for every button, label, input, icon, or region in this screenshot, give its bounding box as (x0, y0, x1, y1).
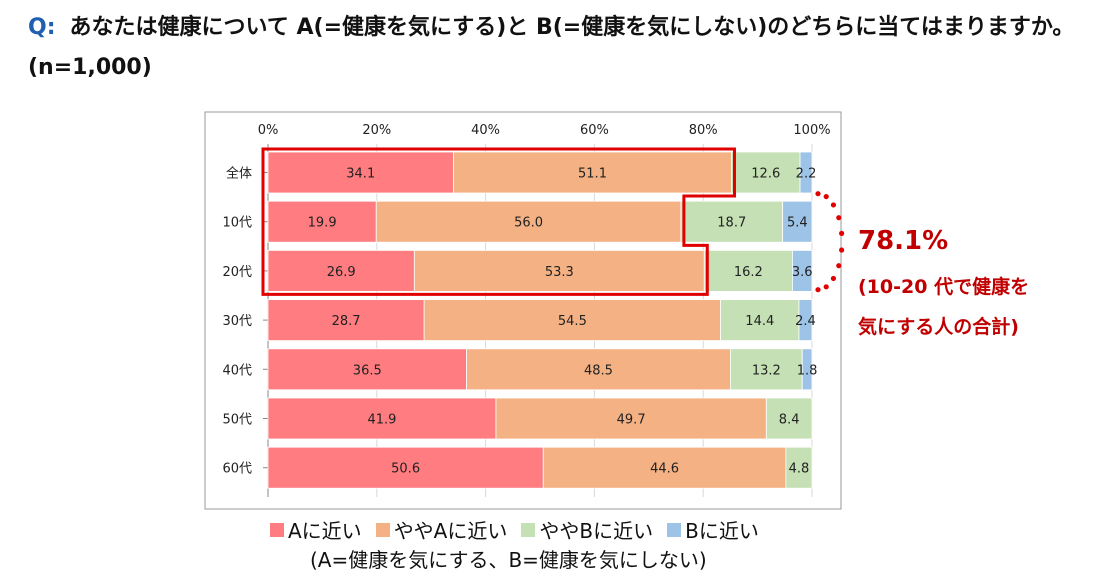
bar-segment (267, 446, 544, 489)
bracket-dot (823, 193, 829, 200)
callout-line2: 気にする人の合計) (858, 316, 1019, 338)
bracket-dot (830, 275, 837, 282)
category-label: 20代 (222, 265, 252, 280)
question-body: あなたは健康について A(=健康を気にする)と B(=健康を気にしない)のどちら… (28, 15, 1075, 80)
category-label: 60代 (222, 462, 252, 477)
category-label: 30代 (222, 314, 252, 329)
data-label: 49.7 (617, 413, 646, 428)
bar-segment (267, 299, 425, 342)
data-label: 26.9 (327, 265, 356, 280)
data-label: 56.0 (514, 216, 543, 231)
legend-swatch (375, 522, 390, 537)
legend-item: ややBに近い (521, 515, 653, 544)
bracket-dot (839, 230, 845, 236)
highlight-box-10-20 (261, 147, 736, 296)
data-label: 2.4 (795, 314, 816, 329)
x-tick-label: 0% (258, 123, 279, 138)
data-label: 14.4 (745, 314, 774, 329)
category-label: 40代 (222, 363, 252, 378)
data-label: 18.7 (717, 216, 746, 231)
legend-item: ややAに近い (375, 515, 508, 544)
legend-label: Aに近い (288, 519, 362, 543)
data-label: 51.1 (578, 167, 607, 182)
bar-segment (730, 348, 803, 391)
x-tick-label: 100% (793, 123, 830, 138)
bar-segment (267, 200, 377, 243)
bar-segment (423, 299, 722, 342)
legend-swatch (270, 522, 284, 537)
data-label: 8.4 (779, 413, 800, 428)
data-label: 34.1 (346, 167, 375, 182)
bar-segment (375, 200, 682, 243)
data-label: 44.6 (650, 462, 679, 477)
bracket-dot (815, 287, 821, 293)
data-label: 5.4 (787, 216, 808, 231)
callout-line1: (10-20 代で健康を (858, 276, 1030, 298)
data-label: 12.6 (751, 167, 780, 182)
data-label: 19.9 (308, 216, 337, 231)
bar-segment (782, 200, 813, 243)
bracket-dot (830, 202, 837, 208)
x-tick-label: 40% (471, 123, 500, 138)
data-label: 16.2 (734, 265, 763, 280)
bar-segment (413, 249, 705, 292)
legend-note: (A=健康を気にする、B=健康を気にしない) (310, 548, 707, 572)
bar-segment (495, 397, 767, 440)
bar-segment (720, 299, 800, 342)
legend-label: ややBに近い (539, 519, 654, 543)
legend-label: Bに近い (685, 519, 759, 543)
legend-item: Bに近い (667, 515, 759, 544)
legend-label: ややAに近い (393, 519, 508, 543)
bracket-dot (836, 215, 842, 221)
category-label: 全体 (226, 166, 252, 182)
bracket-dot (823, 284, 829, 290)
data-label: 3.6 (792, 265, 813, 280)
bar-segment (801, 348, 813, 391)
data-label: 50.6 (391, 462, 420, 477)
category-label: 50代 (222, 413, 252, 428)
data-label: 36.5 (353, 363, 382, 378)
bar-segment (703, 249, 793, 292)
category-label: 10代 (222, 216, 252, 231)
data-label: 54.5 (558, 314, 587, 329)
bar-segment (267, 249, 415, 292)
legend-item: Aに近い (270, 515, 362, 544)
data-label: 13.2 (752, 363, 781, 378)
bar-segment (792, 249, 813, 292)
legend-swatch (667, 522, 682, 537)
chart-legend: Aに近い ややAに近い ややBに近い Bに近い (270, 515, 773, 544)
callout-value: 78.1% (858, 226, 949, 256)
bar-segment (267, 397, 497, 440)
data-label: 48.5 (584, 363, 613, 378)
x-tick-label: 20% (362, 123, 391, 138)
data-label: 1.8 (797, 363, 818, 378)
data-label: 28.7 (332, 314, 361, 329)
bracket-dot (839, 247, 845, 253)
bar-segment (799, 151, 813, 194)
bracket-dot (815, 191, 821, 197)
bar-segment (785, 446, 813, 489)
bar-segment (466, 348, 731, 391)
question-text: Q: あなたは健康について A(=健康を気にする)と B(=健康を気にしない)のど… (28, 8, 1088, 88)
data-label: 2.2 (796, 167, 817, 182)
bar-segment (798, 299, 813, 342)
data-label: 4.8 (789, 462, 810, 477)
bar-segment (453, 151, 732, 194)
bar-segment (542, 446, 787, 489)
legend-swatch (521, 522, 536, 537)
question-label: Q: (28, 15, 56, 40)
data-label: 53.3 (545, 265, 574, 280)
x-tick-label: 60% (580, 123, 609, 138)
bar-segment (731, 151, 801, 194)
data-label: 41.9 (367, 413, 396, 428)
x-tick-label: 80% (689, 123, 718, 138)
bar-segment (765, 397, 813, 440)
bracket-dot (836, 263, 842, 269)
